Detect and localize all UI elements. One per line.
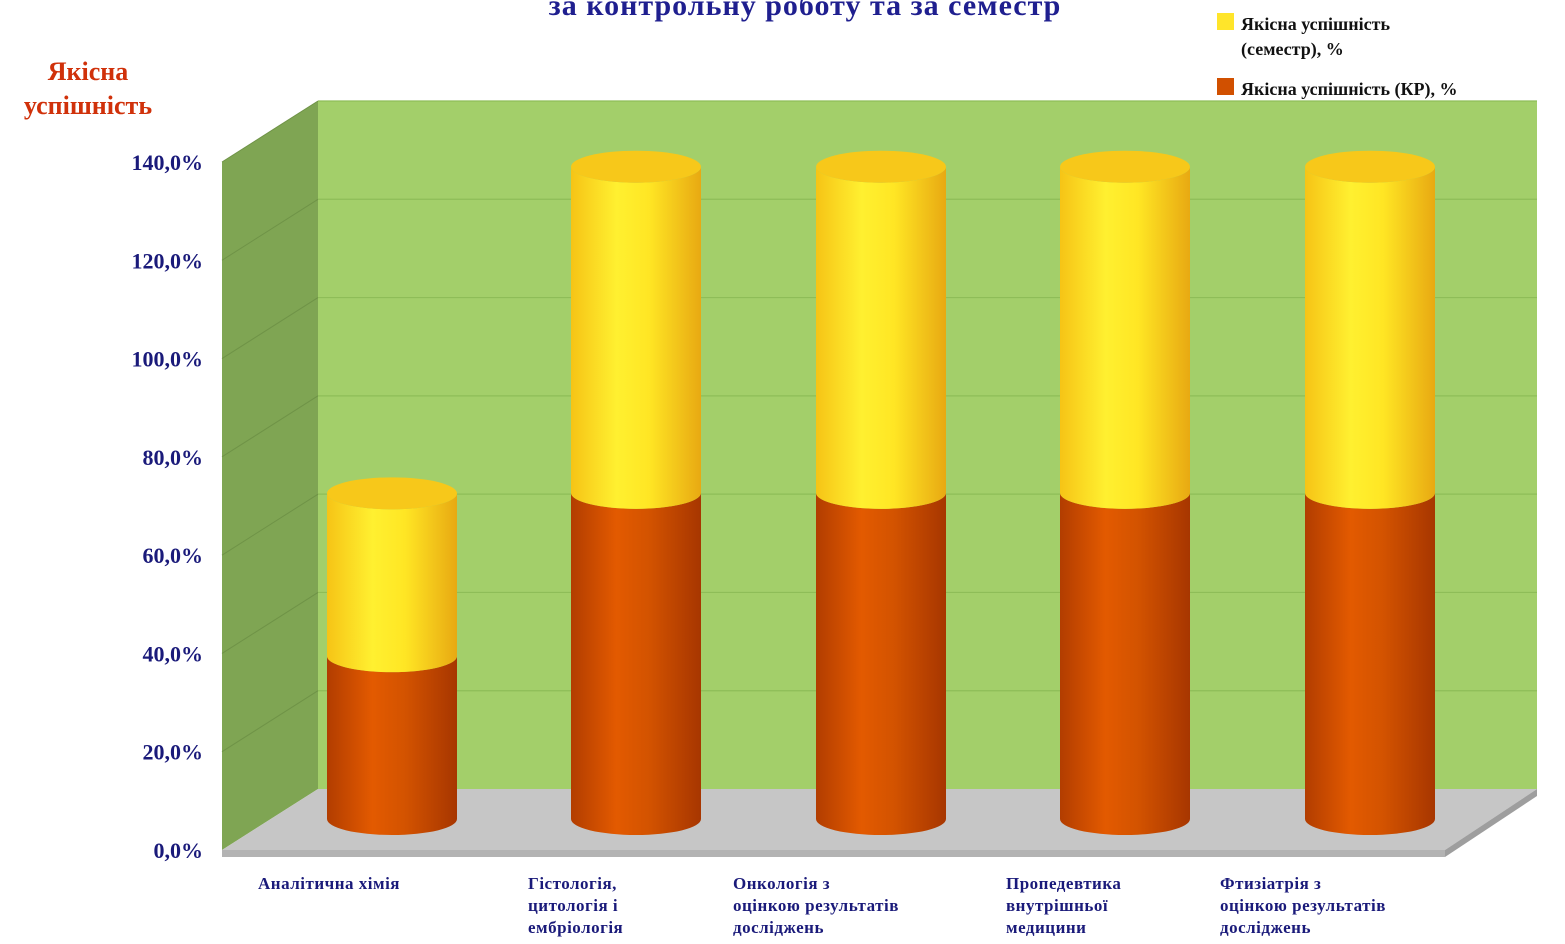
bar-group-4 [1060, 150, 1190, 835]
gridline-side-2 [221, 592, 319, 654]
bar-semester-2 [571, 166, 701, 509]
legend-swatch-1 [1217, 13, 1234, 30]
y-tick-label-7: 140,0% [132, 150, 204, 175]
bar-kr-3 [816, 492, 946, 835]
bar-semester-3 [816, 166, 946, 509]
x-tick-label-5-line-2: оцінкою результатів [1220, 896, 1386, 915]
bar-group-5 [1305, 150, 1435, 835]
bar-group-1 [327, 477, 457, 835]
legend: Якісна успішність (семестр), % Якісна успі… [1217, 13, 1458, 100]
gridline-side-7 [221, 100, 319, 163]
bar-kr-2 [571, 492, 701, 835]
bar-semester-4 [1060, 166, 1190, 509]
side-wall [222, 101, 318, 850]
x-tick-label-4-line-1: Пропедевтика [1006, 874, 1121, 893]
bar-top-cap-1 [327, 477, 457, 510]
gridline-side-1 [221, 690, 319, 753]
x-tick-label-2-line-2: цитологія і [528, 896, 618, 915]
chart-title: за контрольну роботу та за семестр [549, 0, 1062, 22]
gridline-side-3 [221, 493, 319, 556]
y-tick-label-1: 20,0% [143, 740, 204, 765]
gridline-side-6 [221, 198, 319, 261]
floor-front-edge [222, 850, 1445, 857]
x-tick-label-2-line-1: Гістологія, [528, 874, 617, 893]
bar-kr-5 [1305, 492, 1435, 835]
x-tick-label-2-line-3: ембріологія [528, 918, 623, 937]
x-tick-label-3-line-1: Онкологія з [733, 874, 830, 893]
y-tick-label-5: 100,0% [132, 347, 204, 372]
y-axis-ticks: 0,0% 20,0% 40,0% 60,0% 80,0% 100,0% 120,0% 140,… [132, 150, 204, 863]
bar-semester-1 [327, 493, 457, 673]
y-axis-label-line-1: Якісна [48, 57, 129, 86]
x-tick-label-4-line-2: внутрішньої [1006, 896, 1108, 915]
x-tick-label-3-line-3: досліджень [733, 918, 824, 937]
y-tick-label-4: 80,0% [143, 445, 204, 470]
bar-group-2 [571, 150, 701, 835]
bar-top-cap-5 [1305, 150, 1435, 183]
y-tick-label-6: 120,0% [132, 248, 204, 273]
legend-label-1-line-1: Якісна успішність [1241, 14, 1390, 34]
legend-label-1-line-2: (семестр), % [1241, 39, 1344, 60]
bar-kr-1 [327, 656, 457, 835]
bars [327, 150, 1435, 835]
x-tick-label-1-line-1: Аналітична хімія [258, 874, 400, 893]
gridline-side-5 [221, 297, 319, 359]
y-axis-label: Якісна успішність [24, 57, 152, 120]
bar-top-cap-3 [816, 150, 946, 183]
y-tick-label-0: 0,0% [154, 838, 204, 863]
x-tick-label-3-line-2: оцінкою результатів [733, 896, 899, 915]
legend-swatch-2 [1217, 78, 1234, 95]
y-axis-label-line-2: успішність [24, 91, 152, 120]
y-tick-label-2: 40,0% [143, 641, 204, 666]
legend-label-2-line-1: Якісна успішність (КР), % [1241, 79, 1458, 100]
bar-group-3 [816, 150, 946, 835]
x-axis-ticks: Аналітична хімія Гістологія, цитологія і ем… [258, 874, 1386, 937]
plot-area [221, 100, 1537, 857]
floor-right-edge [1445, 789, 1537, 857]
gridline-side-4 [221, 395, 319, 458]
bar-kr-4 [1060, 492, 1190, 835]
x-tick-label-4-line-3: медицини [1006, 918, 1086, 937]
x-tick-label-5-line-3: досліджень [1220, 918, 1311, 937]
x-tick-label-5-line-1: Фтизіатрія з [1220, 874, 1321, 893]
bar-top-cap-4 [1060, 150, 1190, 183]
bar-semester-5 [1305, 166, 1435, 509]
bar-top-cap-2 [571, 150, 701, 183]
y-tick-label-3: 60,0% [143, 543, 204, 568]
